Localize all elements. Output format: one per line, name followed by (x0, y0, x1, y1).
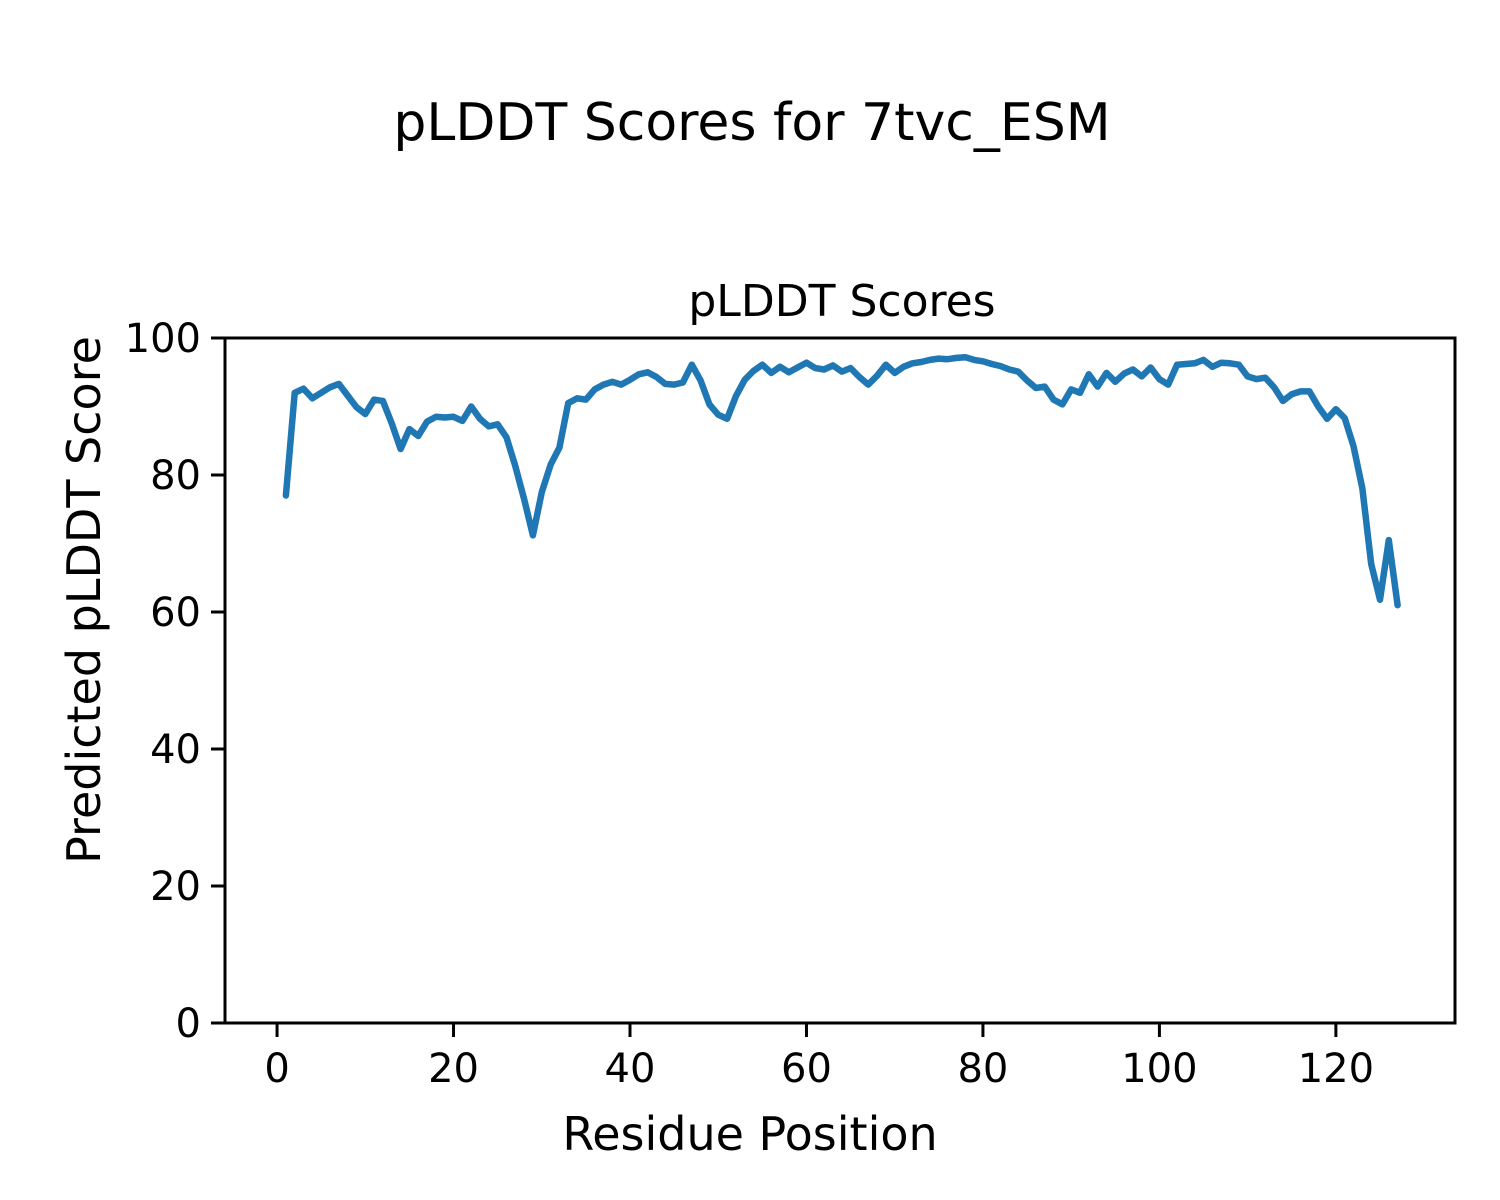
x-tick-label: 0 (264, 1046, 289, 1092)
y-tick-label: 100 (125, 316, 201, 362)
figure-suptitle: pLDDT Scores for 7tvc_ESM (393, 93, 1110, 153)
x-tick-label: 80 (957, 1046, 1008, 1092)
x-tick-label: 100 (1121, 1046, 1197, 1092)
axes-box (223, 336, 1457, 1025)
x-axis-label: Residue Position (562, 1107, 937, 1161)
y-axis-label: Predicted pLDDT Score (57, 336, 111, 864)
y-tick-label: 60 (150, 590, 201, 636)
y-tick-label: 80 (150, 453, 201, 499)
axis-ticks: 0 20 40 60 80 100 120 0 20 40 60 80 100 (125, 316, 1374, 1092)
y-tick-label: 0 (176, 1001, 201, 1047)
x-tick-label: 20 (428, 1046, 479, 1092)
y-tick-label: 40 (150, 727, 201, 773)
x-tick-label: 40 (605, 1046, 656, 1092)
axes-title: pLDDT Scores (688, 276, 995, 327)
x-tick-label: 60 (781, 1046, 832, 1092)
plot-line (282, 353, 1401, 609)
x-tick-label: 120 (1298, 1046, 1374, 1092)
y-tick-label: 20 (150, 864, 201, 910)
